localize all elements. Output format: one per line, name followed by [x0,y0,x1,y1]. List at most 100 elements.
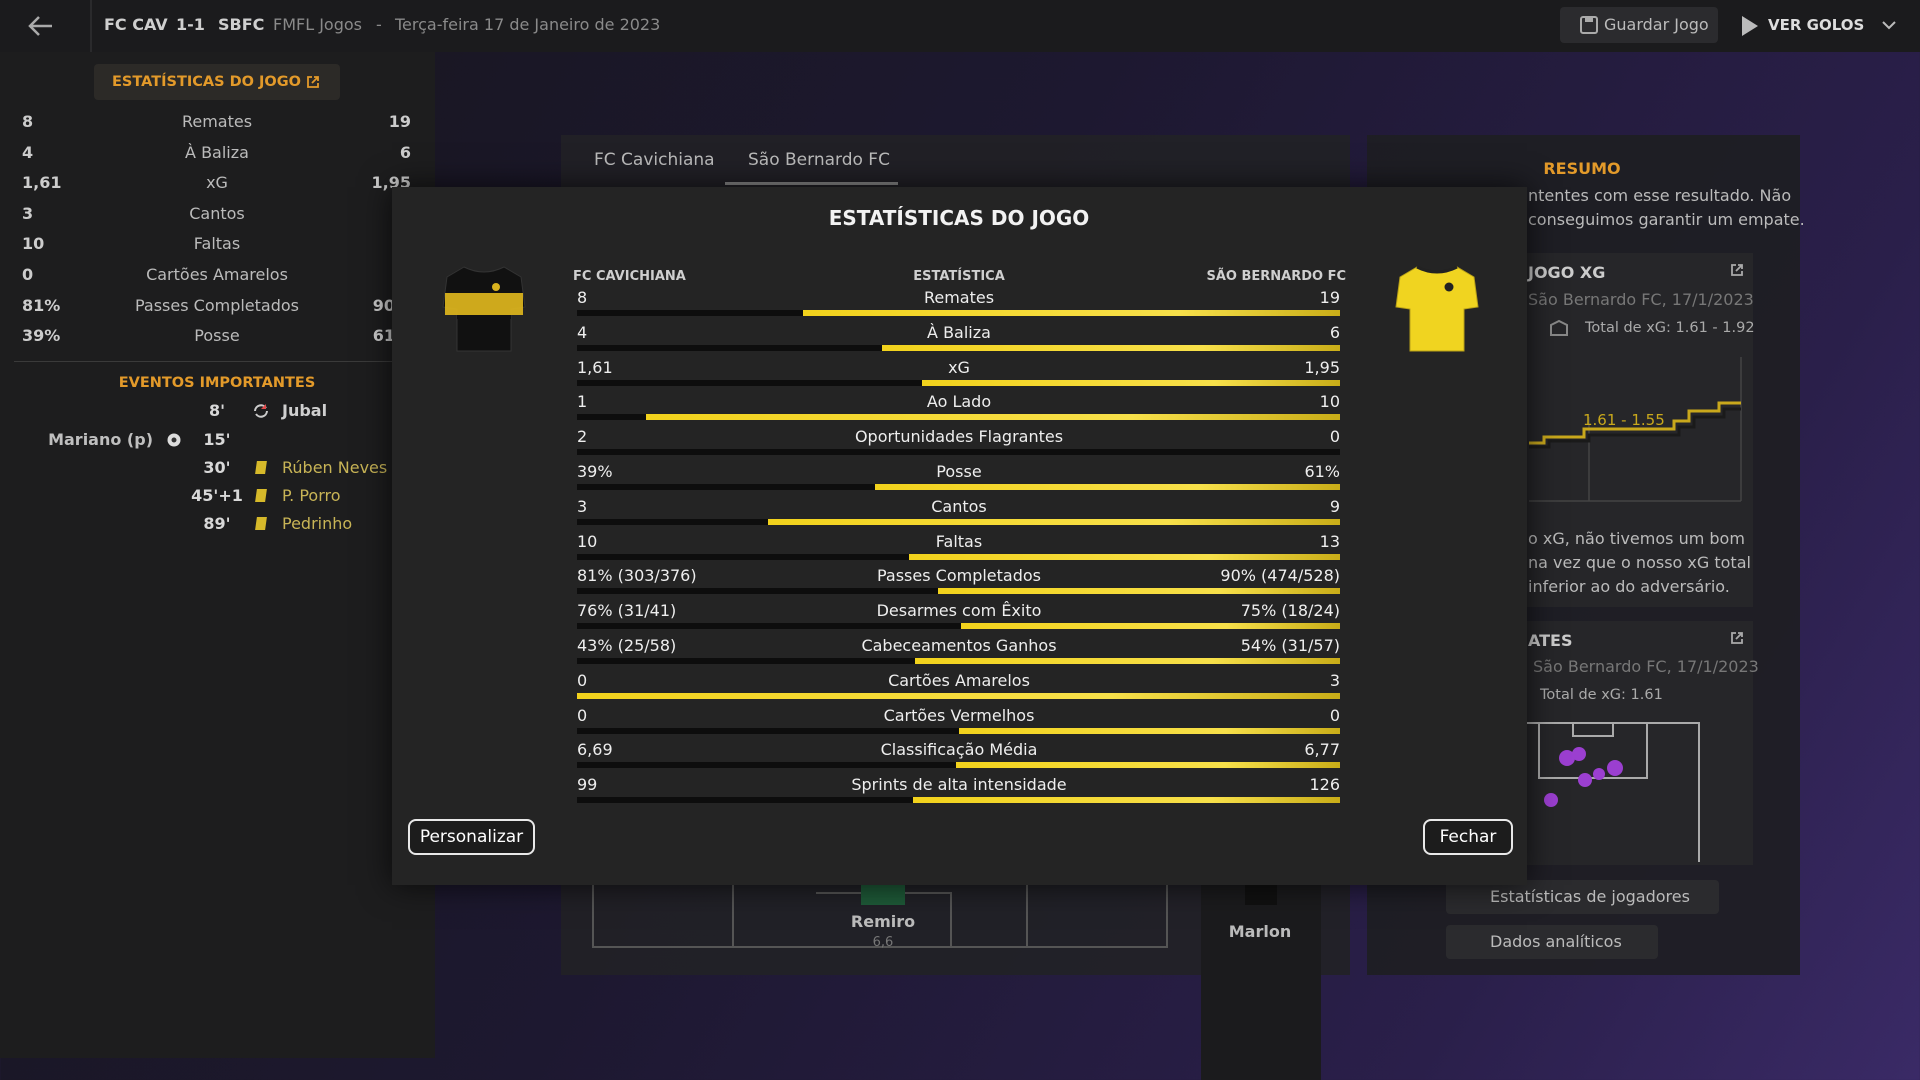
close-button[interactable]: Fechar [1423,819,1513,855]
yellow-card-icon [255,461,267,474]
stat-label: Faltas [193,234,241,254]
tab[interactable]: FC Cavichiana [594,150,715,170]
back-button[interactable] [26,14,54,38]
away-header: SÃO BERNARDO FC [1206,269,1346,284]
stat-label: Passes Completados [876,566,1042,586]
stat-label: Oportunidades Flagrantes [854,427,1064,447]
away-bar [958,727,1340,734]
home-bar [577,623,962,630]
shots-card [1509,621,1753,865]
away-bar [767,518,1340,525]
stat-away: 1,95 [1304,357,1340,377]
home-team: FC CAV [104,15,168,34]
save-button[interactable]: Guardar Jogo [1560,7,1718,43]
stat-label: Cantos [189,203,245,223]
stat-home: 0 [577,705,588,725]
stat-home: 99 [577,775,598,795]
home-bar [577,344,883,351]
analytics-button[interactable]: Dados analíticos [1446,925,1658,959]
stat-home: 10 [22,234,45,254]
stats-button[interactable]: ESTATÍSTICAS DO JOGO [94,64,340,100]
tab[interactable]: São Bernardo FC [748,150,890,170]
stat-away: 126 [1309,775,1340,795]
stat-label: Passes Completados [134,295,300,315]
event-player[interactable]: Mariano (p) [48,430,153,449]
stat-home: 81% (303/376) [577,566,697,586]
stat-away: 0 [1329,705,1340,725]
home-bar [577,588,939,595]
stat-label: Faltas [935,531,983,551]
stat-away: 3 [1329,670,1340,690]
play-icon [1742,16,1758,36]
shot-map [1527,722,1700,862]
stat-header: ESTATÍSTICA [913,269,1005,284]
stat-label: Cartões Amarelos [888,670,1030,690]
yellow-card-icon [255,489,267,502]
stat-label: Posse [936,462,982,481]
stat-away: 75% (18/24) [1240,601,1340,621]
stat-away: 19 [388,112,411,131]
home-bar [577,658,916,664]
competition[interactable]: FMFL Jogos [273,15,362,34]
popout-icon[interactable] [1730,263,1744,277]
stat-home: 1,61 [22,173,62,193]
stat-label: Cartões Vermelhos [883,705,1035,725]
player-name[interactable]: Remiro [850,912,916,931]
goals-button[interactable]: VER GOLOS [1768,16,1865,34]
away-shirt [1395,265,1479,352]
divider [90,0,92,52]
xg-total: Total de xG: 1.61 - 1.92 [1585,320,1755,336]
xg-total: Total de xG: 1.61 [1540,687,1663,703]
away-bar [915,658,1340,664]
customize-button[interactable]: Personalizar [408,819,535,855]
stat-away: 6,77 [1304,740,1340,760]
stat-home: 1 [577,392,588,412]
button-label: Dados analíticos [1490,932,1622,951]
away-bar [961,623,1340,630]
away-bar [577,692,1340,699]
player-name[interactable]: Marlon [1228,922,1292,941]
away-bar [882,344,1340,351]
popout-icon[interactable] [1730,631,1744,645]
event-player[interactable]: Jubal [282,401,328,420]
popout-icon [307,76,319,88]
event-player[interactable]: P. Porro [282,486,341,505]
stat-away: 90% (474/528) [1220,566,1340,586]
event-player[interactable]: Pedrinho [282,514,353,533]
dropdown-icon[interactable] [1882,20,1896,30]
stat-label: Desarmes com Êxito [876,601,1042,621]
event-minute: 89' [203,514,231,533]
away-team: SBFC [218,15,265,34]
home-bar [577,449,1340,456]
stat-label: À Baliza [927,322,991,342]
separator: - [376,15,382,34]
yellow-card-icon [255,517,267,530]
left-panel: ESTATÍSTICAS DO JOGO EVENTOS IMPORTANTES… [0,52,435,1058]
card-text: na vez que o nosso xG total [1528,553,1751,572]
stat-label: Remates [923,288,995,307]
player-rating: 6,6 [872,935,894,950]
divider [14,361,424,362]
stats-modal: ESTATÍSTICAS DO JOGO FC CAVICHIANA ESTAT… [392,187,1527,885]
stat-home: 1,61 [577,357,613,377]
stat-home: 39% [577,462,613,481]
away-bar [956,762,1340,769]
event-player[interactable]: Rúben Neves [282,458,388,477]
card-subtitle: São Bernardo FC, 17/1/2023 [1528,290,1754,309]
stat-label: Classificação Média [880,740,1038,760]
away-bar [874,484,1340,490]
home-bar [577,310,804,316]
player-stats-button[interactable]: Estatísticas de jogadores [1446,880,1719,914]
event-minute: 45'+1 [191,486,243,505]
home-bar [577,484,875,490]
stat-label: À Baliza [185,142,249,162]
card-title: JOGO XG [1528,263,1606,282]
home-bar [577,762,957,769]
stat-home: 0 [22,265,34,284]
card-text: inferior ao do adversário. [1528,577,1730,596]
card-text: o xG, não tivemos um bom [1528,529,1745,548]
home-shirt [442,266,526,352]
stat-home: 76% (31/41) [577,601,677,621]
stat-home: 81% [22,295,61,315]
